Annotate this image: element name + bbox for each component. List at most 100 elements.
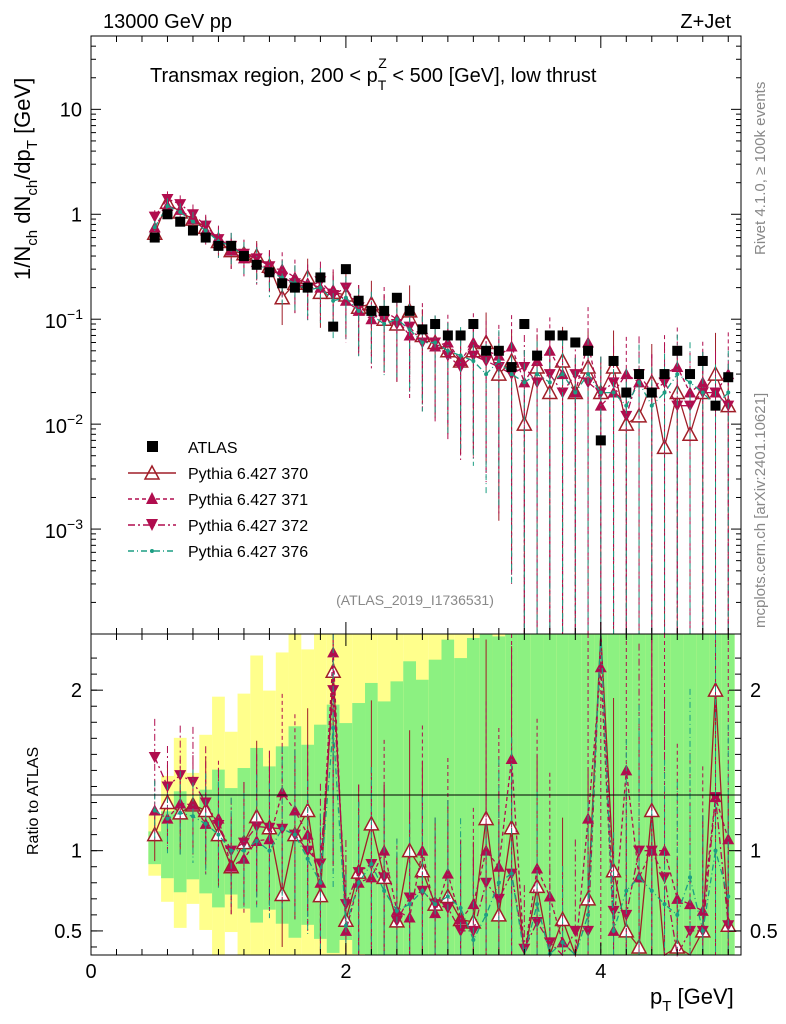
atlas-data-point bbox=[468, 319, 479, 330]
series-point bbox=[433, 340, 438, 345]
legend-marker-372 bbox=[146, 519, 158, 531]
ratio-y-tick-label: 1 bbox=[750, 841, 761, 863]
stat-band bbox=[466, 638, 480, 955]
atlas-data-point bbox=[213, 240, 224, 251]
ratio-point bbox=[688, 875, 693, 880]
atlas-data-point bbox=[506, 362, 517, 373]
ratio-point bbox=[241, 848, 246, 853]
ratio-point bbox=[445, 894, 450, 899]
series-point bbox=[263, 261, 276, 273]
series-point bbox=[637, 380, 642, 385]
series-point bbox=[471, 358, 476, 363]
series-point bbox=[522, 380, 527, 385]
atlas-data-point bbox=[442, 330, 453, 341]
legend-label-370: Pythia 6.427 370 bbox=[188, 466, 308, 483]
ratio-point bbox=[331, 725, 336, 730]
ratio-point bbox=[229, 848, 234, 853]
series-point bbox=[671, 400, 684, 412]
atlas-data-point bbox=[723, 372, 734, 383]
series-point bbox=[573, 390, 578, 395]
ratio-point bbox=[624, 888, 629, 893]
atlas-data-point bbox=[187, 225, 198, 236]
series-point bbox=[148, 211, 161, 223]
series-point bbox=[199, 220, 212, 232]
main-data-layer bbox=[146, 191, 737, 634]
ratio-point bbox=[509, 871, 514, 876]
series-point bbox=[250, 253, 263, 265]
ratio-point bbox=[292, 832, 297, 837]
mcplots-label: mcplots.cern.ch [arXiv:2401.10621] bbox=[752, 393, 769, 628]
series-point bbox=[203, 228, 208, 233]
ratio-point bbox=[178, 810, 183, 815]
legend: ATLAS Pythia 6.427 370 Pythia 6.427 371 … bbox=[128, 440, 308, 561]
series-point bbox=[165, 203, 170, 208]
series-point bbox=[560, 372, 565, 377]
series-point bbox=[276, 263, 289, 275]
ratio-point bbox=[471, 937, 476, 942]
atlas-data-point bbox=[417, 324, 428, 335]
ratio-point bbox=[458, 905, 463, 910]
series-point bbox=[684, 400, 697, 412]
x-tick-label: 0 bbox=[85, 961, 96, 983]
series-point bbox=[420, 340, 425, 345]
atlas-data-point bbox=[685, 369, 696, 380]
ratio-point bbox=[582, 925, 595, 937]
ratio-point bbox=[216, 832, 221, 837]
series-point bbox=[624, 403, 629, 408]
ratio-point bbox=[203, 821, 208, 826]
series-point bbox=[726, 390, 731, 395]
series-point bbox=[535, 372, 540, 377]
series-point bbox=[620, 410, 633, 422]
series-point bbox=[467, 350, 480, 362]
ratio-point bbox=[662, 902, 667, 907]
ratio-y-tick-label: 2 bbox=[750, 680, 761, 702]
atlas-data-point bbox=[481, 345, 492, 356]
ratio-point bbox=[484, 912, 489, 917]
atlas-data-point bbox=[634, 369, 645, 380]
ratio-point bbox=[407, 902, 412, 907]
series-point bbox=[649, 403, 654, 408]
ratio-point bbox=[343, 923, 348, 928]
ratio-point bbox=[305, 856, 310, 861]
ratio-y-tick-label: 2 bbox=[71, 680, 82, 702]
ratio-point bbox=[649, 888, 654, 893]
series-point bbox=[394, 317, 399, 322]
legend-label-atlas: ATLAS bbox=[188, 440, 238, 457]
ratio-point bbox=[280, 826, 285, 831]
series-point bbox=[688, 380, 693, 385]
series-point bbox=[458, 353, 463, 358]
ratio-point bbox=[420, 888, 425, 893]
series-point bbox=[445, 348, 450, 353]
ratio-point bbox=[671, 892, 684, 904]
legend-label-372: Pythia 6.427 372 bbox=[188, 518, 308, 535]
atlas-data-point bbox=[493, 345, 504, 356]
series-point bbox=[675, 372, 680, 377]
atlas-data-point bbox=[251, 259, 262, 270]
series-point bbox=[509, 372, 514, 377]
series-point bbox=[543, 369, 556, 381]
ratio-point bbox=[611, 928, 616, 933]
legend-marker-371 bbox=[146, 492, 158, 504]
ratio-y-axis: 0.5 0.5 1 1 2 2 bbox=[54, 657, 778, 948]
ratio-y-axis-label: Ratio to ATLAS bbox=[25, 747, 42, 855]
stat-band bbox=[428, 659, 442, 955]
atlas-data-point bbox=[366, 305, 377, 316]
atlas-data-point bbox=[315, 272, 326, 283]
ratio-point bbox=[369, 862, 374, 867]
atlas-data-point bbox=[570, 337, 581, 348]
ratio-point bbox=[586, 912, 591, 917]
main-y-axis: 10−3 10−2 10−1 1 10 bbox=[45, 35, 741, 635]
main-x-axis bbox=[90, 36, 729, 634]
ratio-point bbox=[356, 880, 361, 885]
ratio-point bbox=[620, 909, 633, 921]
series-point bbox=[586, 372, 591, 377]
series-point bbox=[382, 322, 387, 327]
atlas-data-point bbox=[277, 278, 288, 289]
ratio-point bbox=[318, 880, 323, 885]
ratio-point bbox=[186, 776, 199, 788]
stat-band bbox=[454, 658, 467, 955]
series-point bbox=[378, 314, 391, 326]
ratio-point bbox=[496, 880, 501, 885]
ratio-x-axis: 0 2 4 bbox=[85, 634, 729, 983]
ratio-point bbox=[594, 661, 607, 673]
